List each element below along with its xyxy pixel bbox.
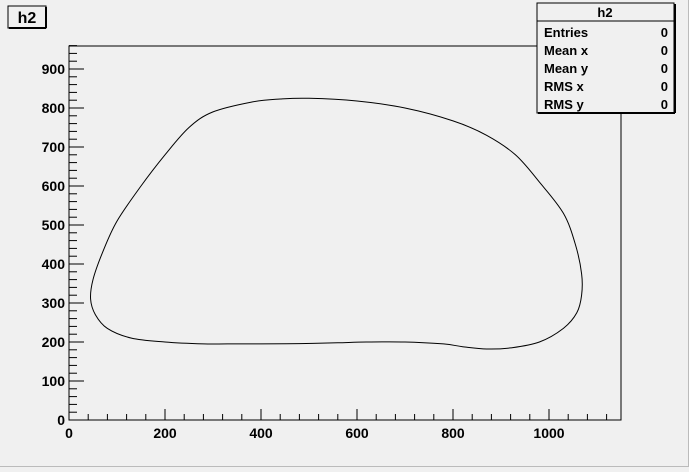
- x-tick-label: 1000: [533, 425, 564, 441]
- y-tick-label: 500: [42, 217, 66, 233]
- stats-title: h2: [597, 5, 612, 20]
- stats-row-label: RMS y: [544, 97, 585, 112]
- axis-ticks: [68, 45, 608, 421]
- y-tick-label: 0: [57, 412, 65, 428]
- stats-row-value: 0: [661, 61, 668, 76]
- stats-row-label: Entries: [544, 25, 588, 40]
- x-tick-label: 800: [441, 425, 465, 441]
- y-tick-label: 300: [42, 295, 66, 311]
- y-tick-label: 600: [42, 178, 66, 194]
- axis-tick-labels: 0 200 400 600 800 1000 0 100 200 300 400 500 600 700 8…: [42, 61, 565, 441]
- title-label: h2: [18, 10, 37, 27]
- x-tick-label: 400: [249, 425, 273, 441]
- stats-box[interactable]: h2 Entries 0 Mean x 0 Mean y 0 RMS x 0 RMS y 0: [536, 2, 676, 114]
- y-tick-label: 400: [42, 256, 66, 272]
- stats-row-label: RMS x: [544, 79, 585, 94]
- y-tick-label: 700: [42, 139, 66, 155]
- x-tick-label: 600: [345, 425, 369, 441]
- stats-row-label: Mean y: [544, 61, 589, 76]
- x-tick-label: 200: [153, 425, 177, 441]
- plot-frame[interactable]: [68, 45, 622, 421]
- stats-row-value: 0: [661, 79, 668, 94]
- y-tick-label: 800: [42, 100, 66, 116]
- contour-line: [90, 97, 583, 350]
- stats-row-value: 0: [661, 25, 668, 40]
- x-tick-label: 0: [65, 425, 73, 441]
- y-tick-label: 100: [42, 373, 66, 389]
- y-tick-label: 900: [42, 61, 66, 77]
- stats-row-value: 0: [661, 97, 668, 112]
- title-box[interactable]: h2: [7, 5, 47, 29]
- stats-row-value: 0: [661, 43, 668, 58]
- stats-row-label: Mean x: [544, 43, 589, 58]
- y-tick-label: 200: [42, 334, 66, 350]
- stats-rows: Entries 0 Mean x 0 Mean y 0 RMS x 0 RMS y 0: [544, 25, 668, 112]
